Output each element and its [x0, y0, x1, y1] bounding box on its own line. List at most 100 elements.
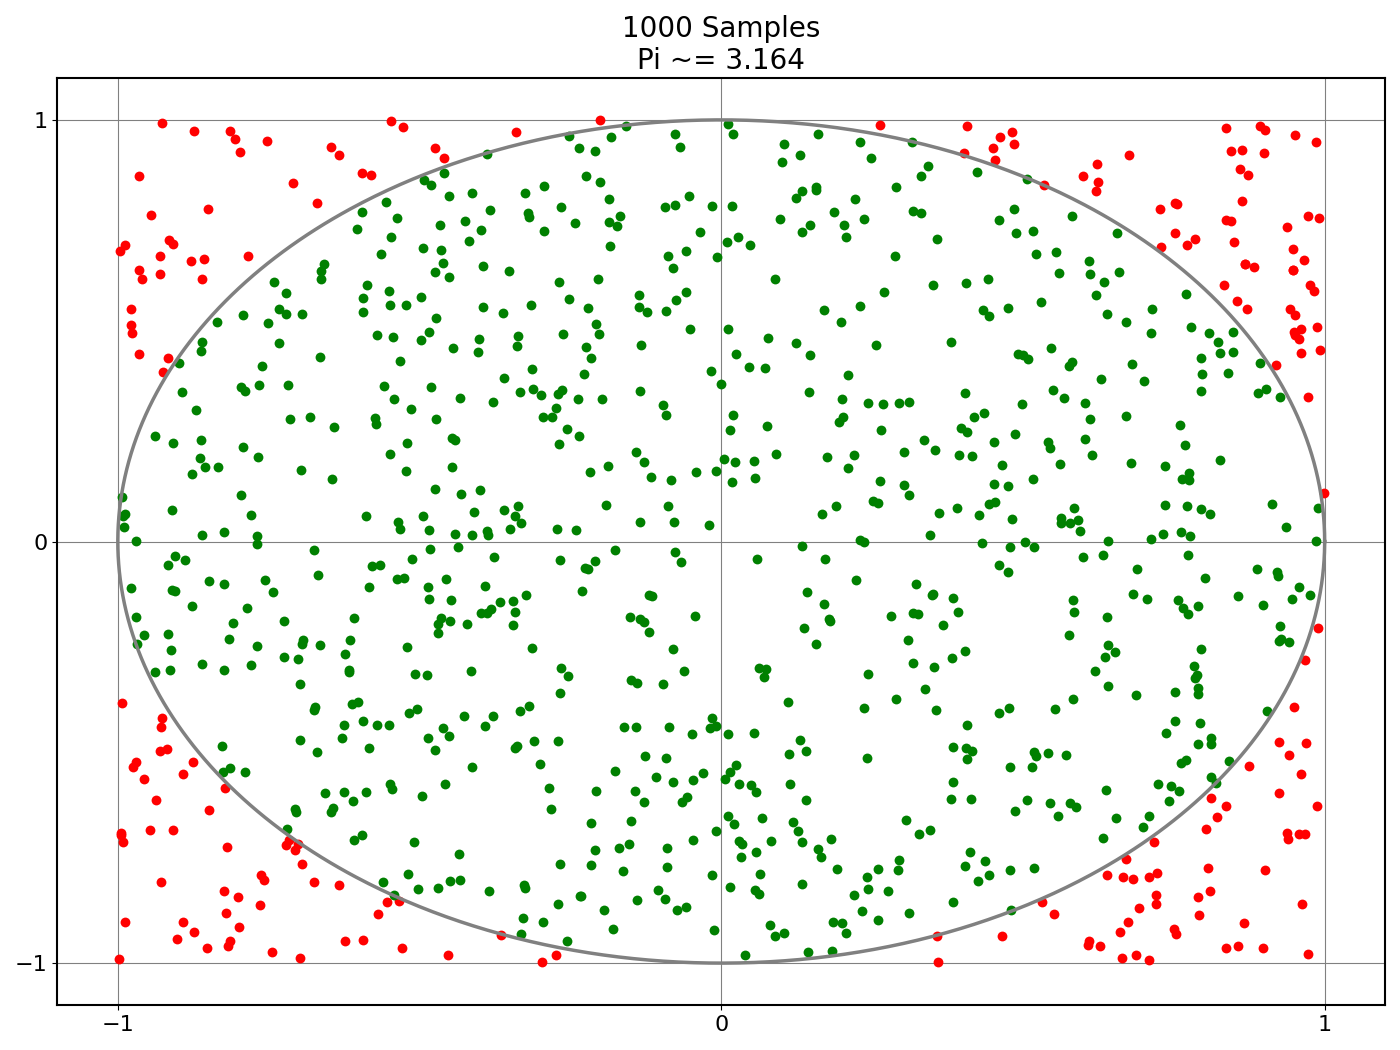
- Point: [568, 888, 591, 905]
- Point: [823, 204, 846, 220]
- Point: [564, 214, 587, 231]
- Point: [274, 306, 297, 322]
- Point: [1158, 793, 1180, 810]
- Point: [490, 926, 512, 943]
- Point: [1278, 633, 1301, 650]
- Point: [739, 777, 762, 794]
- Point: [150, 719, 172, 736]
- Point: [857, 666, 879, 683]
- Point: [811, 848, 833, 865]
- Point: [378, 446, 400, 463]
- Point: [1256, 702, 1278, 719]
- Point: [966, 164, 988, 181]
- Point: [613, 719, 636, 736]
- Point: [532, 223, 554, 239]
- Point: [417, 323, 440, 340]
- Point: [853, 533, 875, 550]
- Point: [624, 718, 647, 735]
- Point: [584, 842, 606, 859]
- Point: [190, 334, 213, 351]
- Point: [598, 214, 620, 231]
- Point: [388, 520, 410, 537]
- Point: [314, 784, 336, 801]
- Point: [518, 209, 540, 226]
- Point: [529, 386, 552, 403]
- Point: [395, 638, 417, 655]
- Point: [799, 217, 822, 234]
- Point: [722, 816, 745, 833]
- Point: [1022, 860, 1044, 877]
- Point: [1022, 223, 1044, 239]
- Point: [279, 411, 301, 427]
- Point: [533, 177, 556, 194]
- Point: [127, 345, 150, 362]
- Point: [1238, 757, 1260, 774]
- Point: [848, 133, 871, 150]
- Point: [256, 132, 279, 149]
- Point: [658, 718, 680, 735]
- Point: [342, 792, 364, 809]
- Point: [580, 464, 602, 481]
- Point: [967, 507, 990, 524]
- Point: [477, 527, 500, 544]
- Point: [182, 753, 204, 770]
- Point: [309, 636, 332, 653]
- Point: [274, 837, 297, 854]
- Point: [1295, 734, 1317, 751]
- Point: [1053, 390, 1075, 406]
- Point: [1267, 784, 1289, 801]
- Point: [1072, 549, 1095, 566]
- Point: [160, 642, 182, 658]
- Point: [722, 125, 745, 142]
- Point: [574, 560, 596, 576]
- Point: [701, 197, 724, 214]
- Point: [763, 271, 785, 288]
- Point: [745, 550, 767, 567]
- Point: [1282, 698, 1305, 715]
- Point: [1205, 808, 1228, 825]
- Point: [519, 297, 542, 314]
- Point: [827, 414, 850, 430]
- Point: [893, 477, 916, 493]
- Point: [417, 591, 440, 608]
- Point: [630, 336, 652, 353]
- Point: [277, 377, 300, 394]
- Point: [1172, 470, 1194, 487]
- Point: [626, 674, 648, 691]
- Point: [161, 502, 183, 519]
- Point: [1281, 590, 1303, 607]
- Point: [1154, 458, 1176, 475]
- Point: [197, 572, 220, 589]
- Point: [1275, 218, 1298, 235]
- Point: [542, 408, 564, 425]
- Point: [300, 408, 322, 425]
- Point: [273, 612, 295, 629]
- Point: [998, 700, 1021, 717]
- Point: [461, 527, 483, 544]
- Point: [1092, 830, 1114, 846]
- Point: [570, 583, 592, 600]
- Point: [1114, 407, 1137, 424]
- Point: [748, 885, 770, 902]
- Point: [413, 171, 435, 188]
- Point: [791, 834, 813, 851]
- Point: [1200, 735, 1222, 752]
- Point: [434, 775, 456, 792]
- Point: [1063, 500, 1085, 517]
- Point: [665, 292, 687, 309]
- Point: [1270, 630, 1292, 647]
- Point: [504, 507, 526, 524]
- Point: [1131, 819, 1154, 836]
- Point: [545, 400, 567, 417]
- Point: [679, 321, 701, 338]
- Point: [906, 575, 928, 592]
- Point: [550, 659, 573, 676]
- Point: [556, 932, 578, 949]
- Point: [603, 763, 626, 780]
- Point: [302, 701, 325, 718]
- Point: [627, 287, 650, 303]
- Point: [1169, 754, 1191, 771]
- Point: [1179, 318, 1201, 335]
- Point: [433, 254, 455, 271]
- Point: [386, 210, 409, 227]
